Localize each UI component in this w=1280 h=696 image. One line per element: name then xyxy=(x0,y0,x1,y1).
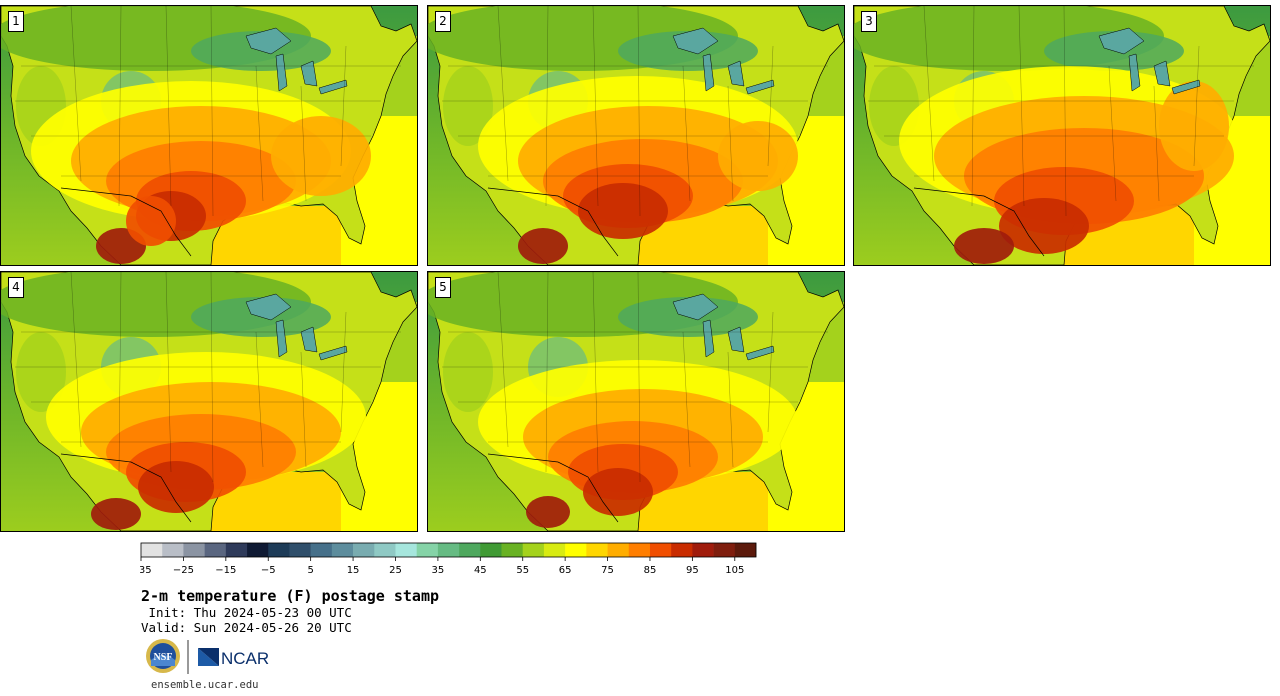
panel-2: 2 xyxy=(427,5,845,266)
chart-title: 2-m temperature (F) postage stamp xyxy=(141,587,440,605)
colorbar-swatch xyxy=(331,543,354,557)
colorbar-tick-label: −35 xyxy=(140,565,152,576)
panel-1: 1 xyxy=(0,5,418,266)
panel-label: 5 xyxy=(435,277,451,298)
colorbar-tick-label: 45 xyxy=(474,565,487,576)
colorbar-swatch xyxy=(713,543,736,557)
colorbar-tick-label: 105 xyxy=(725,565,744,576)
temperature-map xyxy=(428,6,844,265)
colorbar-swatch xyxy=(374,543,396,557)
colorbar-swatch xyxy=(543,543,566,557)
init-time: Init: Thu 2024-05-23 00 UTC xyxy=(141,605,352,620)
colorbar-swatch xyxy=(522,543,545,557)
colorbar-swatch xyxy=(692,543,714,557)
colorbar-swatch xyxy=(247,543,269,557)
colorbar-swatch xyxy=(310,543,333,557)
colorbar-tick-label: 65 xyxy=(559,565,572,576)
ncar-logo: NCAR xyxy=(198,648,269,668)
colorbar-swatch xyxy=(353,543,375,557)
colorbar-swatch xyxy=(395,543,417,557)
colorbar-swatch xyxy=(628,543,651,557)
colorbar-tick-label: 15 xyxy=(347,565,360,576)
temperature-map xyxy=(854,6,1270,265)
colorbar-swatch xyxy=(225,543,248,557)
temperature-map xyxy=(1,6,417,265)
colorbar-tick-label: 35 xyxy=(432,565,445,576)
nsf-logo: NSF xyxy=(146,639,180,673)
colorbar-swatch xyxy=(204,543,227,557)
colorbar-swatch xyxy=(607,543,630,557)
site-url: ensemble.ucar.edu xyxy=(151,679,259,691)
colorbar-swatch xyxy=(671,543,693,557)
colorbar-tick-label: 75 xyxy=(601,565,614,576)
temperature-map xyxy=(1,272,417,531)
svg-text:NCAR: NCAR xyxy=(221,649,269,668)
colorbar-swatch xyxy=(565,543,587,557)
colorbar-tick-label: 85 xyxy=(644,565,657,576)
panel-5: 5 xyxy=(427,271,845,532)
colorbar-tick-label: 55 xyxy=(516,565,529,576)
panel-label: 3 xyxy=(861,11,877,32)
colorbar-tick-label: −5 xyxy=(261,565,276,576)
colorbar-tick-label: 95 xyxy=(686,565,699,576)
colorbar-swatch xyxy=(183,543,205,557)
panel-3: 3 xyxy=(853,5,1271,266)
panel-label: 1 xyxy=(8,11,24,32)
colorbar-tick-label: 25 xyxy=(389,565,402,576)
colorbar-swatch xyxy=(734,543,757,557)
colorbar-swatch xyxy=(162,543,184,557)
logos: NSF NCAR xyxy=(146,639,269,674)
colorbar-swatch xyxy=(289,543,311,557)
colorbar-swatch xyxy=(649,543,672,557)
valid-time: Valid: Sun 2024-05-26 20 UTC xyxy=(141,620,352,635)
colorbar-tick-label: −25 xyxy=(173,565,194,576)
colorbar-swatch xyxy=(268,543,290,557)
colorbar: −35−25−15−55152535455565758595105115 xyxy=(140,542,757,576)
panel-label: 4 xyxy=(8,277,24,298)
svg-text:NSF: NSF xyxy=(154,652,173,663)
panel-4: 4 xyxy=(0,271,418,532)
colorbar-swatch xyxy=(437,543,460,557)
colorbar-swatch xyxy=(141,543,163,557)
temperature-map xyxy=(428,272,844,531)
colorbar-swatch xyxy=(501,543,524,557)
panel-label: 2 xyxy=(435,11,451,32)
colorbar-swatch xyxy=(416,543,439,557)
colorbar-swatch xyxy=(480,543,502,557)
colorbar-tick-label: −15 xyxy=(215,565,236,576)
colorbar-tick-label: 5 xyxy=(307,565,313,576)
colorbar-swatch xyxy=(459,543,481,557)
colorbar-swatch xyxy=(586,543,608,557)
